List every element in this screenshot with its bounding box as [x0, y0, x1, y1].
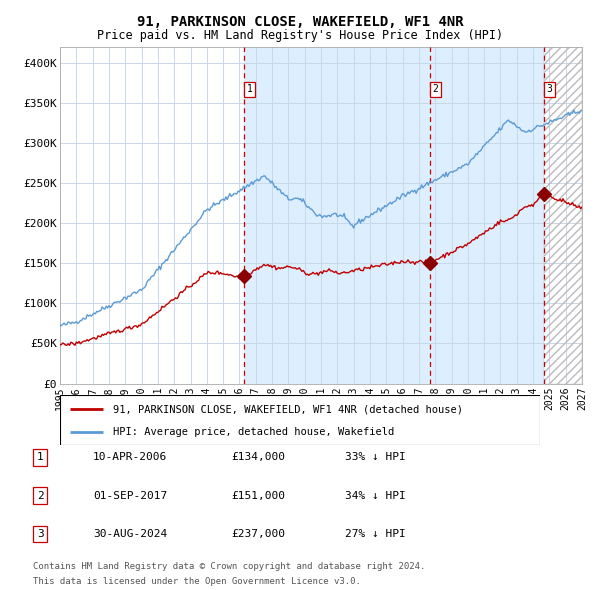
Text: 2: 2 — [37, 491, 44, 500]
Text: 27% ↓ HPI: 27% ↓ HPI — [345, 529, 406, 539]
Text: This data is licensed under the Open Government Licence v3.0.: This data is licensed under the Open Gov… — [33, 577, 361, 586]
Text: HPI: Average price, detached house, Wakefield: HPI: Average price, detached house, Wake… — [113, 427, 394, 437]
Text: 33% ↓ HPI: 33% ↓ HPI — [345, 453, 406, 462]
Text: 34% ↓ HPI: 34% ↓ HPI — [345, 491, 406, 500]
Text: 3: 3 — [546, 84, 552, 94]
Text: 10-APR-2006: 10-APR-2006 — [93, 453, 167, 462]
Text: 30-AUG-2024: 30-AUG-2024 — [93, 529, 167, 539]
Text: 91, PARKINSON CLOSE, WAKEFIELD, WF1 4NR (detached house): 91, PARKINSON CLOSE, WAKEFIELD, WF1 4NR … — [113, 404, 463, 414]
FancyBboxPatch shape — [60, 395, 540, 445]
Text: 2: 2 — [432, 84, 438, 94]
Text: 91, PARKINSON CLOSE, WAKEFIELD, WF1 4NR: 91, PARKINSON CLOSE, WAKEFIELD, WF1 4NR — [137, 15, 463, 29]
Text: £237,000: £237,000 — [231, 529, 285, 539]
Text: £151,000: £151,000 — [231, 491, 285, 500]
Text: 3: 3 — [37, 529, 44, 539]
Bar — [544, 47, 582, 384]
Text: Contains HM Land Registry data © Crown copyright and database right 2024.: Contains HM Land Registry data © Crown c… — [33, 562, 425, 571]
Text: Price paid vs. HM Land Registry's House Price Index (HPI): Price paid vs. HM Land Registry's House … — [97, 29, 503, 42]
Text: 1: 1 — [247, 84, 253, 94]
Text: 1: 1 — [37, 453, 44, 462]
Bar — [244, 47, 544, 384]
Text: £134,000: £134,000 — [231, 453, 285, 462]
Bar — [544, 47, 582, 384]
Text: 01-SEP-2017: 01-SEP-2017 — [93, 491, 167, 500]
